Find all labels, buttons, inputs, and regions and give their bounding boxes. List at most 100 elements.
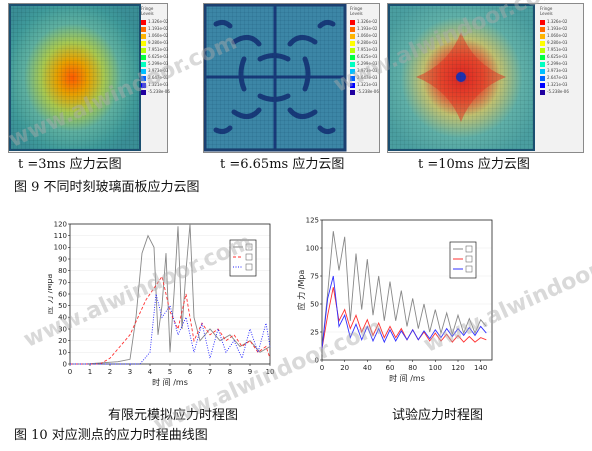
caption-6-65ms: t =6.65ms 应力云图	[220, 157, 345, 172]
legend-title: Fringe Levels	[540, 6, 553, 16]
series-line-1	[321, 287, 487, 349]
legend-row: 9.280e-03	[540, 39, 567, 46]
series-line-2	[321, 275, 487, 349]
x-tick-label: 20	[340, 364, 349, 372]
y-tick-label: 20	[58, 337, 67, 345]
x-tick-label: 80	[408, 364, 417, 372]
chart-right-caption: 试验应力时程图	[392, 408, 484, 423]
contour-plot-6-65ms	[203, 3, 347, 152]
chart-left-caption: 有限元模拟应力时程图	[108, 408, 239, 423]
legend-row: -5.238e-06	[540, 88, 569, 95]
legend-6-65ms: Fringe Levels 1.326e-02 1.193e-02 1.060e…	[350, 6, 379, 95]
x-tick-label: 6	[188, 368, 193, 376]
contour-panel-6-65ms: Fringe Levels 1.326e-02 1.193e-02 1.060e…	[203, 3, 380, 153]
series-line-0	[70, 223, 271, 365]
legend-row: 1.193e-02	[540, 25, 567, 32]
legend-title: Fringe Levels	[141, 6, 154, 16]
contour-panel-10ms: Fringe Levels 1.326e-02 1.193e-02 1.060e…	[387, 3, 584, 153]
contour-panel-3ms: Fringe Levels 1.326e-02 1.193e-02 1.060e…	[8, 3, 170, 153]
legend-3ms: Fringe Levels 1.326e-02 1.193e-02 1.060e…	[141, 6, 170, 95]
figure9-caption: 图 9 不同时刻玻璃面板应力云图	[14, 180, 200, 195]
x-tick-label: 7	[208, 368, 212, 376]
legend-row: 2.647e-03	[540, 74, 567, 81]
caption-3ms: t =3ms 应力云图	[18, 157, 122, 172]
x-tick-label: 3	[128, 368, 132, 376]
y-tick-label: 80	[58, 267, 67, 275]
y-tick-label: 10	[58, 349, 67, 357]
legend-row: 1.326e-02	[540, 18, 567, 25]
legend-row: 1.060e-02	[141, 32, 168, 39]
x-tick-label: 120	[451, 364, 464, 372]
legend-marker-box	[465, 265, 473, 273]
legend-row: 3.973e-03	[540, 67, 567, 74]
legend-row: 9.280e-03	[141, 39, 168, 46]
x-tick-label: 4	[148, 368, 153, 376]
y-tick-label: 50	[58, 302, 67, 310]
legend-row: 1.321e-03	[141, 81, 168, 88]
fe-simulation-chart-svg: 0 10 20 30 40 50 60 70 80 90 100 110 120 0 1 2 3 4 5 6 7 8 9 10…	[44, 220, 275, 387]
y-tick-label: 110	[54, 232, 67, 240]
legend-row: 1.321e-03	[350, 81, 377, 88]
y-tick-label: 50	[310, 300, 319, 308]
series-line-0	[321, 231, 487, 349]
x-axis-label: 时 间 /ms	[152, 377, 188, 387]
fe-simulation-chart: 0 10 20 30 40 50 60 70 80 90 100 110 120 0 1 2 3 4 5 6 7 8 9 10…	[44, 218, 284, 390]
y-tick-label: 0	[63, 360, 67, 368]
x-tick-label: 10	[266, 368, 275, 376]
y-tick-label: 100	[306, 244, 319, 252]
caption-10ms: t =10ms 应力云图	[418, 157, 530, 172]
experiment-chart-svg: 0 25 50 75 100 125 0 20 40 60 80 100 120 140 应 力 /Mpa 时…	[296, 216, 493, 383]
legend-row: 9.280e-03	[350, 39, 377, 46]
y-tick-label: 30	[58, 325, 67, 333]
x-tick-label: 100	[429, 364, 442, 372]
y-tick-label: 70	[58, 279, 67, 287]
legend-marker-box	[245, 263, 253, 271]
legend-row: 6.625e-03	[540, 53, 567, 60]
x-tick-label: 1	[88, 368, 92, 376]
legend-row: 7.951e-03	[540, 46, 567, 53]
legend-row: 1.193e-02	[141, 25, 168, 32]
legend-marker-box	[245, 243, 253, 251]
x-axis-label: 时 间 /ms	[389, 373, 425, 383]
legend-row: -5.238e-06	[141, 88, 170, 95]
series-line-2	[70, 293, 271, 365]
legend-10ms: Fringe Levels 1.326e-02 1.193e-02 1.060e…	[540, 6, 569, 95]
x-tick-label: 40	[363, 364, 372, 372]
legend-row: 6.625e-03	[141, 53, 168, 60]
contour-plot-3ms	[9, 4, 141, 151]
legend-row: 5.299e-03	[141, 60, 168, 67]
legend-row: 2.647e-03	[141, 74, 168, 81]
legend-row: 1.060e-02	[540, 32, 567, 39]
x-tick-label: 60	[386, 364, 395, 372]
y-tick-label: 40	[58, 314, 67, 322]
experiment-chart: 0 25 50 75 100 125 0 20 40 60 80 100 120 140 应 力 /Mpa 时…	[292, 214, 502, 390]
legend-row: 3.973e-03	[141, 67, 168, 74]
legend-row: 3.973e-03	[350, 67, 377, 74]
legend-row: 6.625e-03	[350, 53, 377, 60]
y-tick-label: 125	[306, 216, 319, 224]
x-tick-label: 8	[228, 368, 232, 376]
contour-plot-10ms	[388, 4, 535, 151]
legend-row: 1.321e-03	[540, 81, 567, 88]
x-tick-label: 140	[474, 364, 487, 372]
legend-row: 5.299e-03	[540, 60, 567, 67]
plot-area-frame	[321, 219, 493, 361]
legend-row: 5.299e-03	[350, 60, 377, 67]
legend-marker-box	[465, 255, 473, 263]
legend-row: 1.060e-02	[350, 32, 377, 39]
x-tick-label: 2	[108, 368, 112, 376]
y-axis-label: 应 力 /Mpa	[48, 274, 54, 315]
legend-marker-box	[465, 245, 473, 253]
y-tick-label: 120	[54, 220, 67, 228]
y-axis-label: 应 力 /Mpa	[296, 270, 306, 311]
legend-row: 7.951e-03	[350, 46, 377, 53]
legend-row: 2.647e-03	[350, 74, 377, 81]
series-line-1	[70, 275, 271, 365]
y-tick-label: 25	[310, 328, 319, 336]
y-tick-label: 0	[315, 356, 319, 364]
figure10-caption: 图 10 对应测点的应力时程曲线图	[14, 428, 208, 443]
y-tick-label: 90	[58, 255, 67, 263]
y-tick-label: 60	[58, 290, 67, 298]
legend-row: 1.193e-02	[350, 25, 377, 32]
legend-row: 1.326e-02	[141, 18, 168, 25]
